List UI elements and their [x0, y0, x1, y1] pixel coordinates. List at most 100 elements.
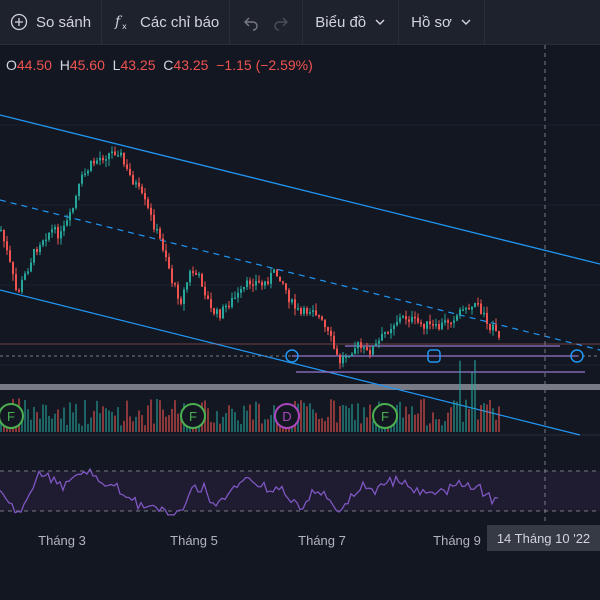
volume-bar — [327, 416, 329, 432]
x-axis-label-jul: Tháng 7 — [298, 533, 346, 548]
level-handle[interactable] — [285, 349, 299, 363]
candle-body — [33, 249, 35, 263]
channel-upper-line[interactable] — [0, 114, 600, 265]
volume-bar — [57, 409, 59, 432]
high-key: H — [59, 57, 70, 73]
volume-bar — [423, 398, 425, 432]
candle-body — [201, 273, 203, 287]
candle-body — [273, 269, 275, 273]
candle-body — [138, 182, 140, 187]
candle-body — [309, 312, 311, 314]
dividend-marker[interactable]: D — [274, 403, 300, 429]
candle-body — [324, 319, 326, 328]
candle-body — [480, 303, 482, 314]
volume-bar — [243, 405, 245, 432]
volume-bar — [105, 408, 107, 432]
volume-bar — [72, 412, 74, 432]
candle-body — [306, 308, 308, 314]
candle-body — [126, 164, 128, 169]
volume-bar — [258, 403, 260, 432]
volume-bar — [462, 421, 464, 432]
candle-body — [78, 183, 80, 197]
candle-body — [348, 356, 350, 358]
candle-body — [6, 241, 8, 251]
candle-body — [330, 330, 332, 336]
candle-body — [153, 214, 155, 230]
volume-bar — [147, 405, 149, 432]
redo-button[interactable] — [266, 0, 302, 44]
candle-body — [429, 321, 431, 325]
candle-body — [450, 322, 452, 325]
candle-body — [228, 305, 230, 308]
volume-bar — [315, 412, 317, 432]
volume-bar — [405, 406, 407, 432]
volume-bar — [117, 407, 119, 432]
compare-button[interactable]: So sánh — [0, 0, 101, 44]
volume-bar — [69, 402, 71, 432]
volume-bar — [63, 407, 65, 432]
candle-body — [156, 228, 158, 231]
volume-bar — [348, 408, 350, 432]
volume-bar — [342, 404, 344, 432]
ohlc-legend: O44.50 H45.60 L43.25 C43.25 −1.15 (−2.59… — [6, 57, 313, 73]
candle-body — [456, 315, 458, 321]
level-handle[interactable] — [570, 349, 584, 363]
earnings-marker[interactable]: F — [372, 403, 398, 429]
volume-bar — [246, 410, 248, 432]
toolbar-divider — [302, 0, 304, 44]
volume-bar — [138, 410, 140, 432]
volume-bar — [54, 413, 56, 432]
earnings-marker[interactable]: F — [0, 403, 24, 429]
volume-bar — [489, 400, 491, 432]
volume-bar — [366, 417, 368, 432]
volume-bar — [417, 413, 419, 432]
volume-bar — [159, 400, 161, 432]
candle-body — [408, 319, 410, 322]
candle-body — [291, 299, 293, 303]
candle-body — [477, 303, 479, 305]
volume-bar — [171, 408, 173, 432]
candle-body — [366, 347, 368, 351]
candle-body — [351, 353, 353, 357]
candle-body — [336, 348, 338, 355]
volume-bar — [450, 407, 452, 432]
candle-body — [300, 308, 302, 314]
candle-body — [111, 151, 113, 154]
profile-dropdown[interactable]: Hồ sơ — [399, 0, 484, 44]
candle-body — [72, 207, 74, 213]
candle-body — [354, 348, 356, 354]
volume-bar — [441, 425, 443, 432]
candle-body — [207, 295, 209, 300]
price-chart-canvas[interactable]: F F D F — [0, 45, 600, 525]
volume-bar — [420, 399, 422, 432]
chart-type-dropdown[interactable]: Biểu đồ — [303, 0, 398, 44]
volume-bar — [249, 404, 251, 432]
volume-bar — [108, 410, 110, 432]
candle-body — [159, 228, 161, 239]
candle-body — [420, 322, 422, 324]
level-handle[interactable] — [427, 349, 441, 363]
volume-bar — [45, 405, 47, 432]
undo-button[interactable] — [230, 0, 266, 44]
pane-separator[interactable] — [0, 384, 600, 390]
candle-body — [12, 261, 14, 275]
volume-bar — [255, 401, 257, 432]
candle-body — [21, 279, 23, 292]
candle-body — [486, 312, 488, 324]
volume-bar — [465, 399, 467, 432]
volume-bar — [39, 418, 41, 432]
candle-body — [3, 229, 5, 242]
high-value: 45.60 — [69, 57, 105, 73]
candle-body — [426, 321, 428, 329]
volume-bar — [375, 419, 377, 432]
chart-type-label: Biểu đồ — [315, 13, 367, 31]
candle-body — [423, 323, 425, 329]
candle-body — [123, 152, 125, 165]
earnings-marker[interactable]: F — [180, 403, 206, 429]
volume-bar — [87, 423, 89, 432]
channel-mid-line[interactable] — [0, 199, 600, 351]
candle-body — [93, 160, 95, 164]
candle-body — [372, 346, 374, 355]
